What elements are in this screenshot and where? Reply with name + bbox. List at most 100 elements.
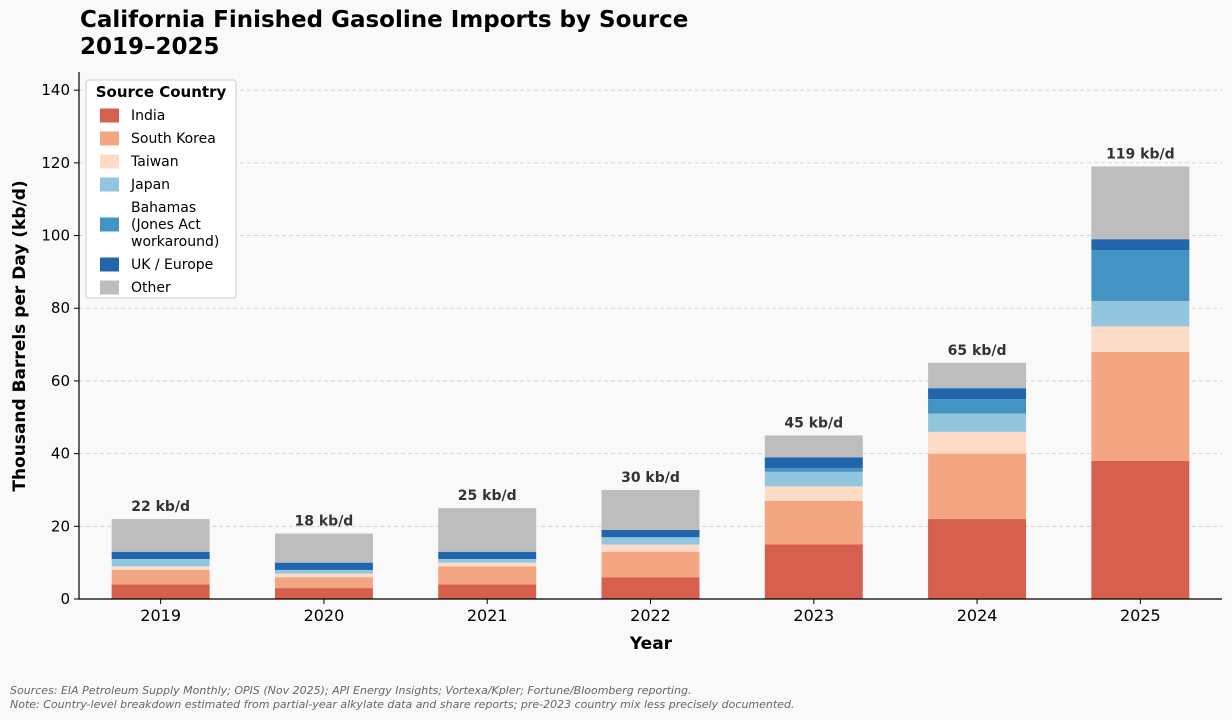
chart-title-line-1: California Finished Gasoline Imports by …: [80, 7, 688, 33]
gridlines: [79, 89, 1222, 527]
bar-segment-south-korea-2024: [928, 453, 1027, 520]
bar-segment-south-korea-2025: [1091, 351, 1190, 461]
bar-segment-south-korea-2020: [274, 577, 373, 589]
bar-segment-taiwan-2021: [438, 562, 537, 567]
legend-label: Bahamas: [131, 200, 196, 216]
x-tick-label: 2023: [793, 606, 834, 625]
bar-segment-japan-2019: [111, 559, 210, 567]
legend-label: (Jones Act: [131, 217, 201, 233]
x-axis-title: Year: [629, 634, 673, 654]
sources-note: Sources: EIA Petroleum Supply Monthly; O…: [10, 684, 692, 697]
bar-segment-india-2025: [1091, 460, 1190, 599]
bar-segment-other-2023: [764, 435, 863, 458]
y-tick-label: 40: [51, 445, 70, 463]
bar-segment-taiwan-2019: [111, 566, 210, 570]
bar-segment-other-2021: [438, 508, 537, 552]
legend-title: Source Country: [96, 83, 227, 101]
legend-swatch: [100, 257, 119, 272]
bar-segment-other-2024: [928, 362, 1027, 389]
bar-segment-other-2020: [274, 533, 373, 563]
legend-item-india: India: [100, 108, 165, 124]
y-tick-label: 120: [41, 154, 70, 172]
x-tick-label: 2024: [957, 606, 998, 625]
total-label: 45 kb/d: [784, 415, 843, 431]
methodology-note: Note: Country-level breakdown estimated …: [10, 698, 794, 711]
bar-segment-taiwan-2020: [274, 573, 373, 578]
legend-swatch: [100, 217, 119, 232]
x-tick-label: 2022: [630, 606, 671, 625]
x-tick-label: 2019: [140, 606, 181, 625]
bar-stack-2020: [274, 533, 373, 599]
legend-label: South Korea: [131, 131, 216, 147]
legend-box: [85, 79, 237, 299]
bar-segment-india-2022: [601, 577, 700, 599]
bar-segment-uk-europe-2022: [601, 529, 700, 538]
bar-segment-bahamas-jones-act-workaround-2024: [928, 399, 1027, 414]
y-tick-label: 100: [41, 227, 70, 245]
y-tick-label: 20: [51, 517, 70, 535]
bar-segment-south-korea-2023: [764, 500, 863, 545]
legend-item-taiwan: Taiwan: [100, 154, 179, 170]
legend-item-japan: Japan: [100, 177, 170, 193]
bar-segment-india-2019: [111, 584, 210, 599]
y-tick-label: 80: [51, 299, 70, 317]
y-tick-label: 0: [60, 590, 70, 608]
legend-item-other: Other: [100, 280, 171, 296]
chart-title-line-2: 2019–2025: [80, 34, 220, 60]
x-tick-label: 2025: [1120, 606, 1161, 625]
legend-swatch: [100, 154, 119, 169]
bar-stack-2019: [111, 519, 210, 599]
bar-segment-other-2019: [111, 519, 210, 552]
x-tick-label: 2021: [467, 606, 508, 625]
x-tick-label: 2020: [304, 606, 345, 625]
bar-segment-uk-europe-2023: [764, 457, 863, 469]
legend-label: UK / Europe: [131, 257, 213, 273]
legend-swatch: [100, 177, 119, 192]
total-label: 22 kb/d: [131, 499, 190, 515]
bar-segment-uk-europe-2025: [1091, 239, 1190, 251]
bar-segment-taiwan-2024: [928, 431, 1027, 454]
bars: [111, 166, 1190, 599]
bar-segment-uk-europe-2024: [928, 388, 1027, 400]
bar-stack-2022: [601, 489, 700, 599]
legend-item-south-korea: South Korea: [100, 131, 216, 147]
bar-segment-japan-2024: [928, 413, 1027, 432]
bar-segment-india-2020: [274, 588, 373, 599]
total-label: 119 kb/d: [1106, 146, 1175, 162]
bar-segment-taiwan-2022: [601, 544, 700, 552]
legend-swatch: [100, 108, 119, 123]
bar-stack-2021: [438, 508, 537, 599]
bar-segment-taiwan-2025: [1091, 326, 1190, 352]
bar-segment-japan-2022: [601, 537, 700, 545]
legend: Source Country India South Korea Taiwan Jap…: [85, 79, 237, 299]
bar-segment-bahamas-jones-act-workaround-2025: [1091, 250, 1190, 301]
legend-label: Japan: [130, 177, 170, 193]
bar-segment-uk-europe-2021: [438, 551, 537, 560]
y-axis-title: Thousand Barrels per Day (kb/d): [10, 180, 30, 491]
y-tick-labels: 0 20 40 60 80 100 120 140: [41, 81, 79, 608]
legend-item-uk-europe: UK / Europe: [100, 257, 213, 273]
y-tick-label: 60: [51, 372, 70, 390]
bar-segment-south-korea-2019: [111, 569, 210, 585]
bar-segment-india-2023: [764, 544, 863, 599]
bar-segment-bahamas-jones-act-workaround-2023: [764, 468, 863, 472]
bar-stack-2023: [764, 435, 863, 599]
bar-segment-uk-europe-2019: [111, 551, 210, 560]
bar-segment-other-2022: [601, 489, 700, 530]
legend-label: workaround): [131, 234, 219, 250]
legend-label: India: [131, 108, 165, 124]
bar-segment-taiwan-2023: [764, 486, 863, 501]
bar-segment-japan-2023: [764, 471, 863, 487]
total-label: 30 kb/d: [621, 470, 680, 486]
bar-stack-2024: [928, 362, 1027, 599]
legend-label: Taiwan: [130, 154, 179, 170]
x-tick-labels: 2019 2020 2021 2022 2023 2024 2025: [140, 599, 1161, 625]
total-label: 18 kb/d: [295, 514, 354, 530]
legend-label: Other: [131, 280, 171, 296]
total-label: 25 kb/d: [458, 488, 517, 504]
legend-swatch: [100, 280, 119, 295]
bar-segment-south-korea-2022: [601, 551, 700, 578]
bar-stack-2025: [1091, 166, 1190, 599]
